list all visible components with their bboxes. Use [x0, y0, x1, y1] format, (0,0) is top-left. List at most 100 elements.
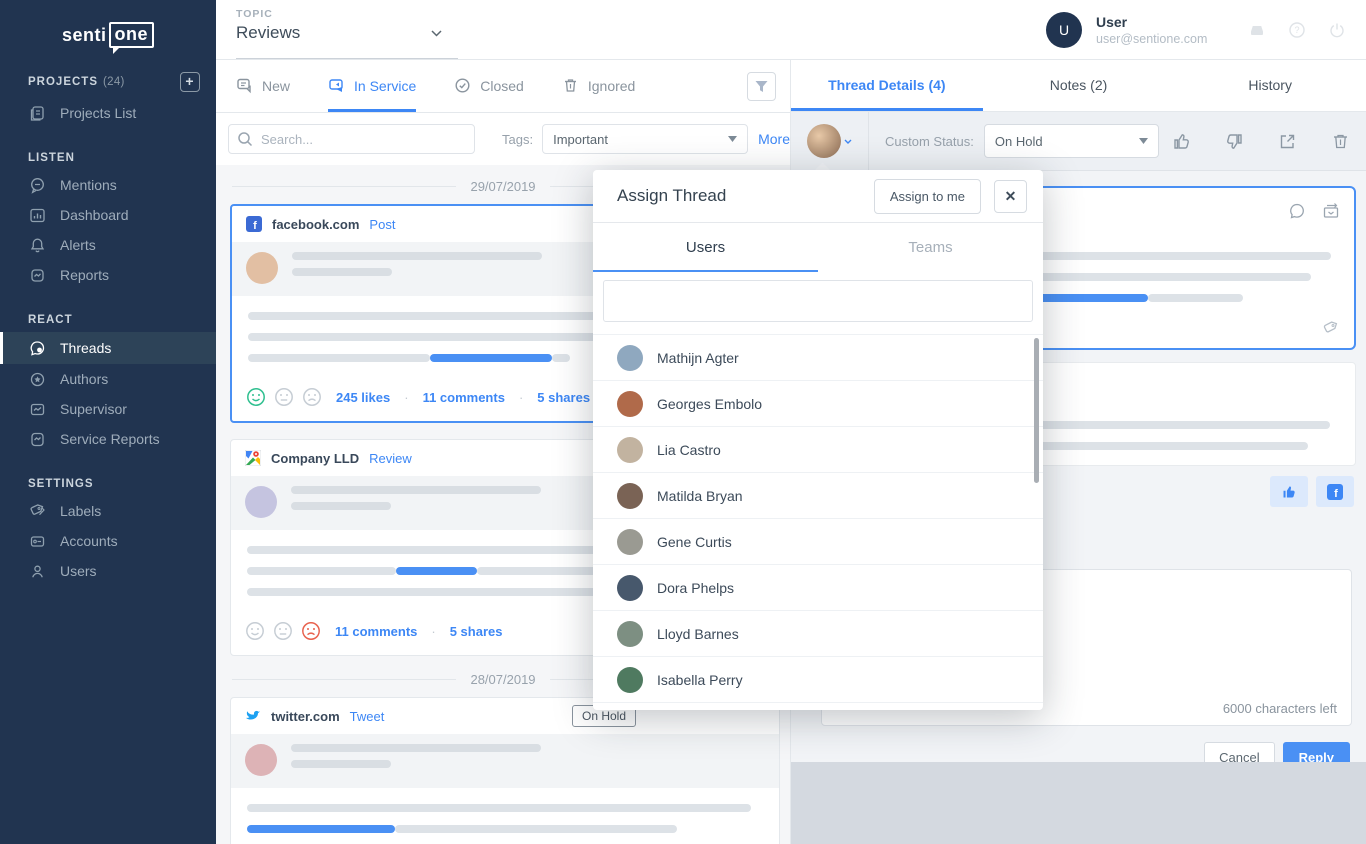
sentiment-negative-icon[interactable]: [302, 387, 322, 407]
sentiment-negative-icon[interactable]: [301, 621, 321, 641]
skeleton-line-highlight: [395, 567, 478, 575]
user-list-item[interactable]: Georges Embolo: [593, 381, 1043, 427]
reply-facebook-button[interactable]: f: [1316, 476, 1354, 507]
modal-tab-users[interactable]: Users: [593, 223, 818, 272]
tab-ignored[interactable]: Ignored: [562, 60, 635, 112]
sidebar-item-labels[interactable]: Labels: [0, 496, 216, 526]
skeleton-line: [395, 825, 677, 833]
assign-search-input[interactable]: [603, 280, 1033, 322]
user-list-item[interactable]: Lloyd Barnes: [593, 611, 1043, 657]
sidebar-item-dashboard[interactable]: Dashboard: [0, 200, 216, 230]
thread-type-link[interactable]: Tweet: [349, 708, 385, 724]
assignee-avatar[interactable]: [807, 124, 841, 158]
sentiment-neutral-icon[interactable]: [273, 621, 293, 641]
custom-status-select[interactable]: On Hold: [983, 124, 1159, 158]
user-avatar: [617, 344, 643, 371]
close-modal-button[interactable]: ✕: [994, 179, 1027, 213]
user-list-item[interactable]: Gene Curtis: [593, 519, 1043, 565]
sidebar-item-mentions[interactable]: Mentions: [0, 170, 216, 200]
user-list-item[interactable]: Lia Castro: [593, 427, 1043, 473]
modal-tab-teams[interactable]: Teams: [908, 239, 953, 256]
sidebar-item-accounts[interactable]: Accounts: [0, 526, 216, 556]
section-react: REACT: [28, 314, 73, 326]
sidebar-item-projects-list[interactable]: Projects List: [0, 98, 216, 128]
comment-bubble-icon[interactable]: [1288, 202, 1306, 220]
sidebar-item-authors[interactable]: Authors: [0, 364, 216, 394]
sidebar-item-service-reports[interactable]: Service Reports: [0, 424, 216, 454]
user-list-item[interactable]: Matilda Bryan: [593, 473, 1043, 519]
thumbs-down-icon[interactable]: [1225, 132, 1244, 151]
sidebar-item-label: Service Reports: [60, 431, 160, 447]
facebook-icon: f: [246, 216, 262, 232]
authors-icon: [28, 370, 46, 388]
shares-count[interactable]: 5 shares: [537, 389, 591, 405]
search-input[interactable]: [228, 124, 475, 154]
add-project-button[interactable]: +: [180, 72, 200, 92]
search-icon: [237, 131, 253, 147]
tab-new[interactable]: New: [236, 60, 290, 112]
thread-type-link[interactable]: Review: [369, 450, 412, 466]
tag-icon[interactable]: [1322, 320, 1340, 338]
sentiment-neutral-icon[interactable]: [274, 387, 294, 407]
alerts-icon: [28, 236, 46, 254]
tab-thread-details[interactable]: Thread Details (4): [791, 60, 983, 111]
thumbs-up-icon[interactable]: [1172, 132, 1191, 151]
user-list-item[interactable]: Mathijn Agter: [593, 335, 1043, 381]
thread-type-link[interactable]: Post: [369, 216, 396, 232]
thread-card-twitter[interactable]: twitter.com Tweet On Hold: [230, 697, 780, 844]
tab-closed[interactable]: Closed: [454, 60, 524, 112]
assign-to-me-button[interactable]: Assign to me: [873, 178, 981, 214]
cancel-button[interactable]: Cancel: [1204, 742, 1275, 762]
user-list-item[interactable]: Dora Phelps: [593, 565, 1043, 611]
content-skeleton: [232, 296, 778, 379]
user-list-item[interactable]: Isabella Perry: [593, 657, 1043, 703]
service-reports-icon: [28, 430, 46, 448]
author-avatar: [245, 486, 277, 518]
skeleton-line: [247, 546, 763, 554]
filter-button[interactable]: [747, 71, 776, 101]
comments-count[interactable]: 11 comments: [335, 623, 418, 639]
sidebar-item-reports[interactable]: Reports: [0, 260, 216, 290]
likes-count[interactable]: 245 likes: [336, 389, 391, 405]
user-avatar: [617, 666, 643, 693]
reply-actions: Cancel Reply: [807, 742, 1356, 762]
user-avatar[interactable]: U: [1046, 12, 1082, 48]
delete-icon[interactable]: [1331, 132, 1350, 151]
reply-like-button[interactable]: [1270, 476, 1308, 507]
sidebar-item-label: Users: [60, 563, 97, 579]
logout-icon[interactable]: [1328, 21, 1346, 39]
sentiment-positive-icon[interactable]: [246, 387, 266, 407]
open-external-icon[interactable]: [1278, 132, 1297, 151]
dot-separator: ·: [518, 389, 524, 405]
user-name: Gene Curtis: [657, 533, 732, 550]
users-icon: [28, 562, 46, 580]
skeleton-line: [823, 252, 1331, 260]
more-filters-link[interactable]: More: [758, 131, 790, 147]
tags-select[interactable]: Important: [542, 124, 749, 154]
svg-text:?: ?: [1294, 25, 1299, 35]
reply-button[interactable]: Reply: [1282, 742, 1350, 762]
svg-text:f: f: [253, 220, 257, 232]
skeleton-line-highlight: [430, 354, 552, 362]
help-icon[interactable]: ?: [1288, 21, 1306, 39]
comments-count[interactable]: 11 comments: [422, 389, 505, 405]
author-skeleton: [231, 734, 779, 788]
scrollbar-thumb[interactable]: [1034, 338, 1039, 483]
caret-down-icon: [728, 136, 738, 142]
inbox-icon[interactable]: [1248, 21, 1266, 39]
sidebar-item-alerts[interactable]: Alerts: [0, 230, 216, 260]
sidebar-item-threads[interactable]: Threads: [0, 332, 216, 364]
topic-select[interactable]: TOPIC Reviews: [236, 8, 458, 59]
sidebar-item-supervisor[interactable]: Supervisor: [0, 394, 216, 424]
sentiment-positive-icon[interactable]: [245, 621, 265, 641]
tab-in-service[interactable]: In Service: [328, 60, 417, 112]
sidebar-item-users[interactable]: Users: [0, 556, 216, 586]
tab-history[interactable]: History: [1248, 77, 1292, 93]
projects-list-icon: [28, 104, 46, 122]
chevron-down-icon[interactable]: [844, 139, 852, 144]
shares-count[interactable]: 5 shares: [449, 623, 503, 639]
tab-notes[interactable]: Notes (2): [1049, 77, 1108, 93]
forward-inbox-icon[interactable]: [1322, 202, 1340, 220]
skeleton-line: [1148, 294, 1243, 302]
